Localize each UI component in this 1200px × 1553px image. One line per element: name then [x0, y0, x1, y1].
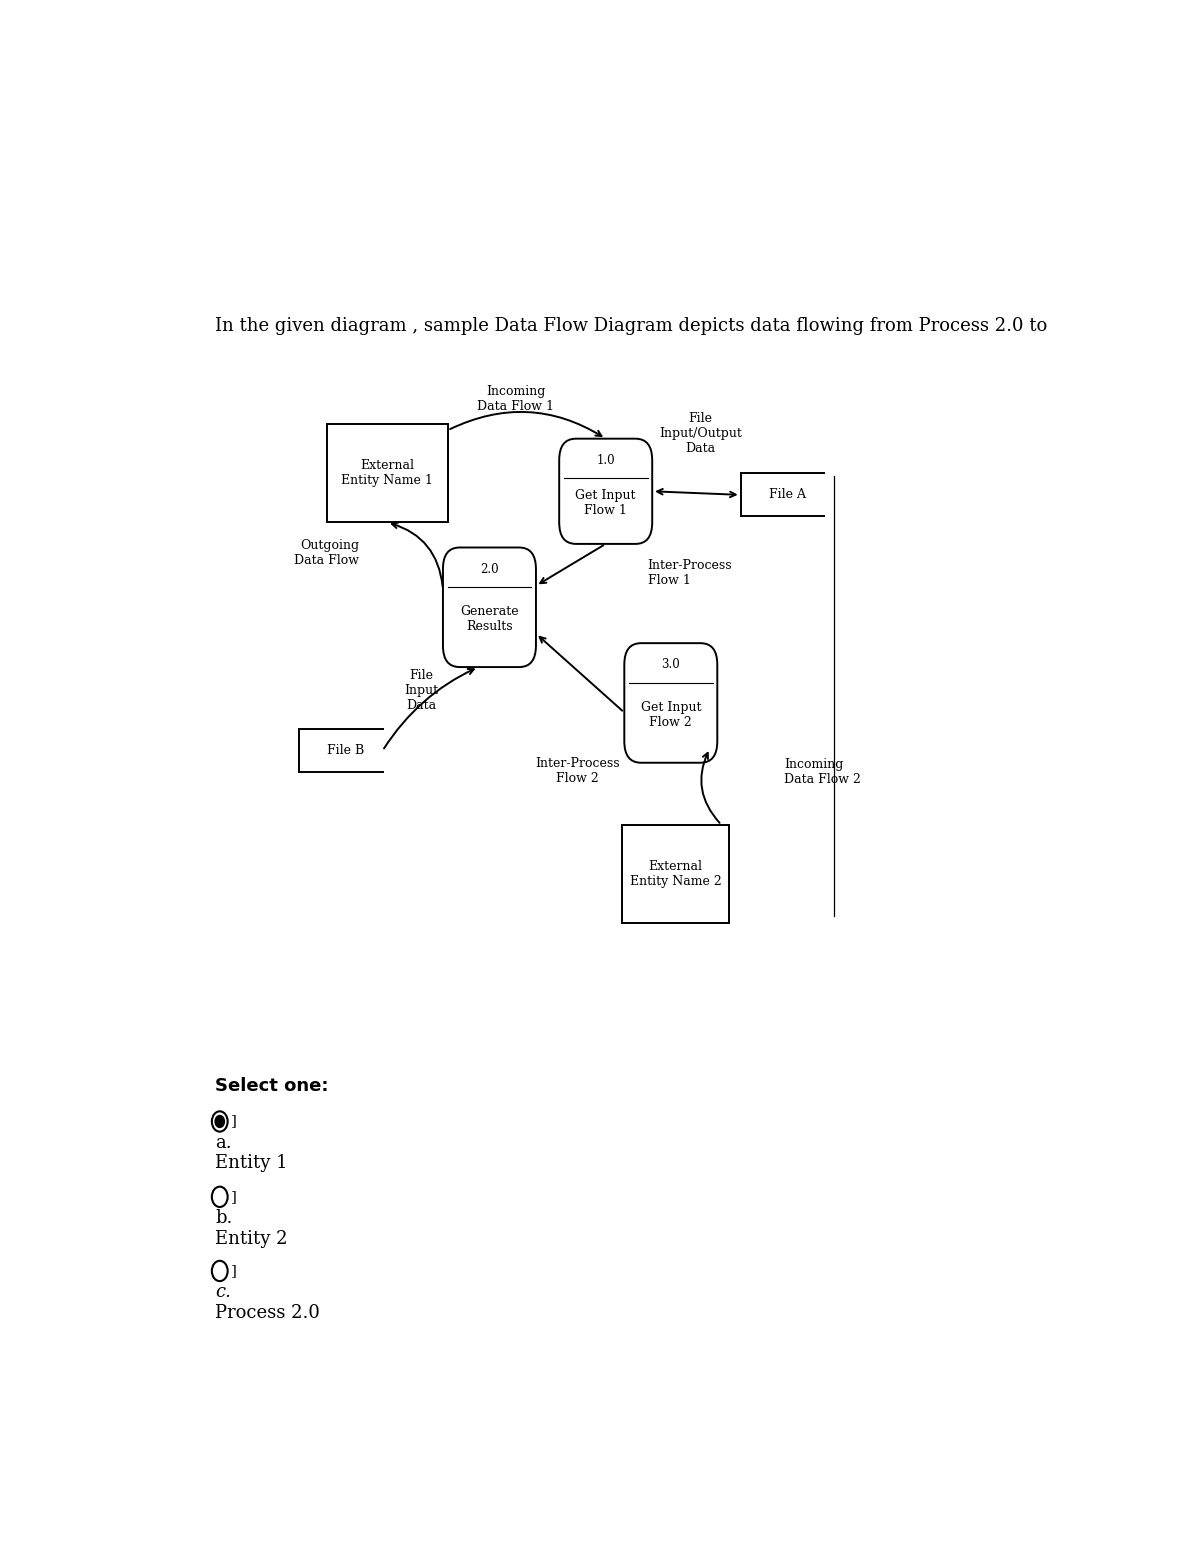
- Text: File
Input
Data: File Input Data: [404, 669, 439, 713]
- Text: ]: ]: [230, 1264, 236, 1278]
- Text: ]: ]: [230, 1190, 236, 1204]
- Text: In the given diagram , sample Data Flow Diagram depicts data flowing from Proces: In the given diagram , sample Data Flow …: [215, 317, 1048, 335]
- Text: b.: b.: [215, 1210, 233, 1227]
- Text: 1.0: 1.0: [596, 453, 616, 467]
- Text: a.: a.: [215, 1134, 232, 1152]
- Text: File B: File B: [326, 744, 364, 758]
- Text: ]: ]: [230, 1115, 236, 1129]
- Text: c.: c.: [215, 1283, 230, 1301]
- Text: 3.0: 3.0: [661, 658, 680, 671]
- Circle shape: [215, 1115, 224, 1127]
- Text: Process 2.0: Process 2.0: [215, 1305, 320, 1322]
- Text: External
Entity Name 1: External Entity Name 1: [341, 460, 433, 488]
- Text: Entity 1: Entity 1: [215, 1154, 288, 1173]
- Text: Inter-Process
Flow 1: Inter-Process Flow 1: [648, 559, 732, 587]
- Text: Inter-Process
Flow 2: Inter-Process Flow 2: [535, 756, 620, 784]
- Text: Get Input
Flow 1: Get Input Flow 1: [576, 489, 636, 517]
- Text: Get Input
Flow 2: Get Input Flow 2: [641, 700, 701, 728]
- Text: 2.0: 2.0: [480, 562, 499, 576]
- Text: Entity 2: Entity 2: [215, 1230, 288, 1247]
- Text: External
Entity Name 2: External Entity Name 2: [630, 860, 721, 888]
- Text: File A: File A: [768, 488, 805, 502]
- Bar: [622, 825, 728, 922]
- Text: Incoming
Data Flow 1: Incoming Data Flow 1: [476, 385, 554, 413]
- FancyBboxPatch shape: [559, 438, 653, 544]
- Text: File
Input/Output
Data: File Input/Output Data: [659, 413, 742, 455]
- Text: Incoming
Data Flow 2: Incoming Data Flow 2: [785, 758, 862, 786]
- Bar: [326, 424, 448, 522]
- Text: Generate
Results: Generate Results: [460, 606, 518, 634]
- FancyBboxPatch shape: [443, 548, 536, 668]
- Text: Select one:: Select one:: [215, 1076, 329, 1095]
- Text: Outgoing
Data Flow: Outgoing Data Flow: [294, 539, 359, 567]
- FancyBboxPatch shape: [624, 643, 718, 763]
